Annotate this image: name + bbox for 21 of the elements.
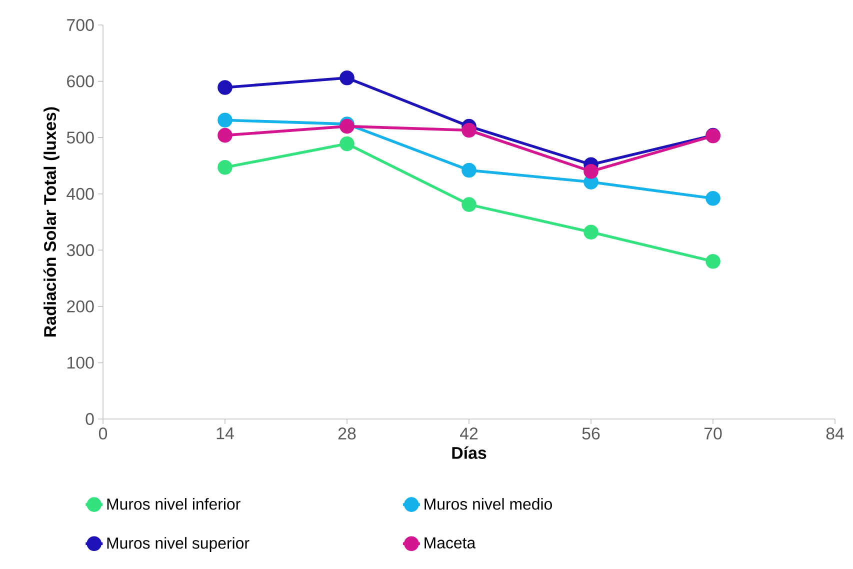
y-axis-title: Radiación Solar Total (luxes) <box>43 107 60 336</box>
y-tick-label: 300 <box>66 244 94 256</box>
x-tick-label: 56 <box>582 428 600 440</box>
x-axis-title: Días <box>452 446 486 459</box>
y-tick-label: 600 <box>67 75 94 88</box>
legend-label: Muros nivel superior <box>107 537 250 552</box>
legend-label: Muros nivel medio <box>424 498 552 510</box>
y-tick-label: 700 <box>67 19 94 32</box>
legend-label: Muros nivel inferior <box>107 498 240 510</box>
legend-label: Maceta <box>424 537 476 548</box>
y-tick-label: 100 <box>68 356 94 369</box>
x-tick-label: 14 <box>216 428 234 440</box>
x-tick-label: 84 <box>826 428 844 440</box>
x-tick-label: 0 <box>98 428 108 440</box>
y-tick-label: 200 <box>67 300 94 312</box>
x-tick-label: 28 <box>338 428 356 440</box>
x-tick-label: 42 <box>460 428 478 440</box>
y-tick-label: 500 <box>66 132 94 144</box>
x-tick-label: 70 <box>704 428 722 440</box>
y-tick-label: 400 <box>66 188 94 200</box>
y-tick-label: 0 <box>86 413 94 425</box>
